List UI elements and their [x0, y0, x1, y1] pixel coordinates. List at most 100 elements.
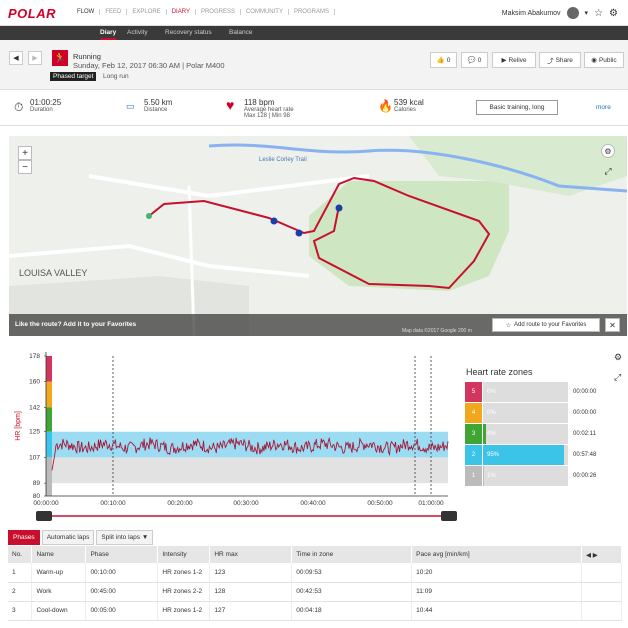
zone-number: 4 [465, 403, 482, 423]
eye-icon: ◉ [591, 57, 597, 64]
hr-line [51, 436, 449, 471]
tab-recovery-status[interactable]: Recovery status [165, 29, 212, 36]
zone-time: 00:57:48 [573, 452, 597, 458]
x-tick-label: 00:10:00 [100, 500, 126, 507]
zone-time: 00:00:00 [573, 410, 597, 416]
chevron-down-icon[interactable]: ▾ [584, 10, 589, 17]
chevron-down-icon: ▼ [141, 534, 149, 541]
place-label: LOUISA VALLEY [19, 268, 87, 278]
add-favorite-button[interactable]: ☆ Add route to your Favorites [492, 318, 600, 332]
zoom-in-button[interactable]: + [18, 146, 32, 160]
ruler-icon: ▭ [126, 101, 135, 111]
distance-label: Distance [144, 107, 168, 113]
road-1 [88, 174, 370, 199]
zone-bar-bg [483, 466, 568, 486]
gear-icon[interactable]: ⚙ [609, 7, 618, 19]
zone-bar-fill [483, 445, 564, 465]
tab-phases[interactable]: Phases [8, 530, 40, 545]
tab-balance[interactable]: Balance [229, 29, 253, 36]
map-settings-icon[interactable]: ⚙ [601, 144, 615, 158]
range-handle-left[interactable] [36, 511, 52, 521]
nav-diary[interactable]: DIARY [167, 9, 196, 15]
nav-community[interactable]: COMMUNITY [241, 9, 289, 15]
zone-percent: 4% [487, 431, 496, 437]
zone-number: 2 [465, 445, 482, 465]
share-button[interactable]: ⤴ Share [539, 52, 581, 68]
zoom-out-button[interactable]: − [18, 160, 32, 174]
star-icon[interactable]: ☆ [594, 7, 604, 19]
share-label: Share [555, 56, 573, 64]
nav-explore[interactable]: EXPLORE [127, 9, 167, 15]
tab-activity[interactable]: Activity [127, 29, 148, 36]
table-row[interactable]: 2 Work 00:45:00 HR zones 2-2 128 00:42:53 11:0… [8, 582, 623, 602]
lap-marker-1[interactable] [295, 229, 303, 237]
sport-title: Running [73, 52, 101, 61]
table-cell: HR zones 2-2 [157, 582, 211, 602]
route-map[interactable]: LOUISA VALLEY Leslie Corley Trail + − ⚙ … [9, 136, 627, 336]
next-page-icon[interactable]: ▶ [592, 551, 598, 559]
lap-marker-2[interactable] [335, 204, 343, 212]
polar-logo[interactable]: POLAR [8, 6, 56, 21]
training-benefit-button[interactable]: Basic training, long [476, 100, 558, 115]
nav-programs[interactable]: PROGRAMS [289, 9, 335, 15]
relive-button[interactable]: ▶ Relive [492, 52, 536, 68]
y-tick-label: 125 [29, 429, 40, 436]
zone-strip [46, 457, 52, 496]
col-pace: Pace avg [min/km] [411, 546, 582, 563]
start-marker[interactable] [146, 213, 152, 219]
fullscreen-icon[interactable]: ⤢ [604, 165, 612, 176]
hr-chart-area: 178 160 142 125 107 89 80 00:00:00 00:10:00 00:20… [0, 340, 628, 526]
table-row[interactable]: 1 Warm-up 00:10:00 HR zones 1-2 123 00:09:53 1… [8, 563, 623, 583]
range-handle-right[interactable] [441, 511, 457, 521]
table-cell: Warm-up [31, 563, 87, 583]
comment-button[interactable]: 💬 0 [461, 52, 488, 68]
map-canvas[interactable]: LOUISA VALLEY Leslie Corley Trail [9, 136, 627, 336]
nav-progress[interactable]: PROGRESS [196, 9, 241, 15]
play-icon: ▶ [501, 57, 507, 64]
avatar[interactable] [566, 7, 579, 19]
zone-percent: 1% [487, 473, 496, 479]
table-row[interactable]: 3 Cool-down 00:05:00 HR zones 1-2 127 00:04:1… [8, 601, 623, 621]
hr-zone-row: 5 0% 00:00:00 [465, 382, 615, 402]
table-header-row: No. Name Phase Intensity HR max Time in … [8, 546, 623, 563]
table-cell [581, 582, 623, 602]
more-link[interactable]: more [596, 104, 611, 111]
hr-zone-row: 2 95% 00:57:48 [465, 445, 615, 465]
chart-fullscreen-icon[interactable]: ⤢ [614, 372, 622, 382]
duration-stat: 01:00:25 Duration [30, 98, 61, 113]
prev-page-icon[interactable]: ◀ [585, 551, 591, 559]
trail-label: Leslie Corley Trail [259, 157, 307, 163]
close-icon[interactable]: ✕ [605, 318, 620, 332]
user-menu[interactable]: Maksim Abakumov ▾ ☆ ⚙ [502, 7, 618, 19]
stopwatch-icon: ⏱ [14, 100, 24, 114]
x-tick-label: 00:40:00 [300, 500, 326, 507]
zone-time: 00:00:26 [573, 473, 597, 479]
next-session-button[interactable]: ▶ [28, 51, 42, 65]
table-cell: 127 [209, 601, 293, 621]
x-tick-label: 00:00:00 [33, 500, 59, 507]
like-button[interactable]: 👍 0 [430, 52, 457, 68]
split-label: Split into laps [101, 534, 140, 541]
calories-value: 539 kcal [394, 98, 424, 107]
lap-marker-3[interactable] [270, 217, 278, 225]
zone-strip [46, 356, 52, 382]
zone-number: 5 [465, 382, 482, 402]
prev-session-button[interactable]: ◀ [9, 51, 23, 65]
nav-feed[interactable]: FEED [100, 9, 128, 15]
main-nav: FLOW FEED EXPLORE DIARY PROGRESS COMMUNI… [72, 9, 335, 15]
park-area [309, 181, 509, 291]
tab-automatic-laps[interactable]: Automatic laps [41, 530, 95, 545]
map-credit: Map data ©2017 Google 200 m [402, 328, 472, 334]
tab-diary[interactable]: Diary [100, 29, 117, 40]
heart-rate-stat: 118 bpm Average heart rate Max 128 | Min… [244, 98, 294, 119]
zone-bar-fill [483, 424, 487, 444]
nav-flow[interactable]: FLOW [72, 9, 101, 15]
flame-icon: 🔥 [378, 99, 393, 113]
tab-split-into-laps[interactable]: Split into laps ▼ [96, 530, 154, 545]
chart-settings-icon[interactable]: ⚙ [614, 352, 623, 362]
table-cell: 00:05:00 [85, 601, 159, 621]
public-button[interactable]: ◉ Public [584, 52, 624, 68]
user-name[interactable]: Maksim Abakumov [501, 9, 561, 17]
calories-stat: 539 kcal Calories [394, 98, 424, 113]
